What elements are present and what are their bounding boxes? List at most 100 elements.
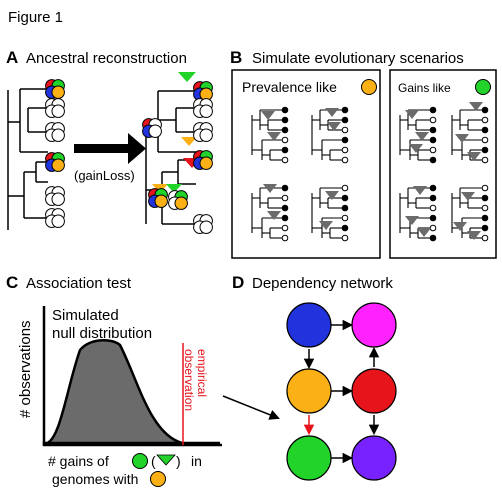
mini-tree-gain-triangle (325, 108, 339, 117)
panel-c-title: Association test (26, 275, 132, 292)
genome-glyph-circle (199, 128, 213, 142)
x-label-line2: genomes with (52, 471, 138, 487)
mini-tree-leaf (481, 214, 489, 222)
orange-genome-icon (361, 79, 377, 95)
mini-tree-leaf (429, 224, 437, 232)
mini-tree-leaf (341, 214, 349, 222)
mini-tree-leaf (429, 136, 437, 144)
genome-glyph-circle (51, 158, 65, 172)
mini-tree-leaf (481, 136, 489, 144)
mini-tree-leaf (341, 194, 349, 202)
mini-tree-leaf (341, 106, 349, 114)
mini-tree-gain-triangle (319, 221, 333, 230)
empirical-label-line2: observation (182, 349, 196, 411)
reconstruction-arrow (74, 133, 146, 164)
mini-tree-leaf (429, 116, 437, 124)
mini-tree-gain-triangle (263, 184, 277, 193)
mini-tree-leaf (481, 116, 489, 124)
gain-triangle-green-bottom (166, 184, 182, 193)
prevalence-label: Prevalence like (242, 79, 337, 95)
panel-b-letter: B (230, 48, 242, 67)
gain-triangle-green (178, 72, 196, 82)
mini-tree-leaf (481, 194, 489, 202)
mini-tree-leaf (429, 146, 437, 154)
mini-tree-leaf (481, 146, 489, 154)
mini-tree-leaf (281, 204, 289, 212)
node-orange (286, 368, 332, 414)
mini-tree-leaf (341, 136, 349, 144)
x-label-part1: # gains of (48, 453, 109, 469)
panel-c: C Association test Simulated null distri… (6, 273, 280, 487)
mini-tree-leaf (481, 234, 489, 242)
genome-glyph-circle (51, 85, 65, 99)
genome-glyph-circle (51, 104, 65, 118)
simulated-trees (251, 102, 489, 242)
genome-glyph-circle (51, 128, 65, 142)
genome-glyph-circle (174, 196, 188, 210)
figure-title: Figure 1 (8, 9, 63, 26)
panel-b: B Simulate evolutionary scenarios Preval… (230, 48, 497, 259)
node-red (351, 368, 397, 414)
panel-d-letter: D (232, 273, 244, 292)
mini-tree-gain-triangle (455, 134, 469, 143)
mini-tree (451, 102, 489, 164)
mini-tree-leaf (429, 106, 437, 114)
genome-glyph-circle (154, 194, 168, 208)
mini-tree-leaf (341, 116, 349, 124)
mini-tree (311, 184, 349, 242)
mini-tree-leaf (281, 234, 289, 242)
mini-tree-gain-triangle (409, 144, 423, 153)
mini-tree-leaf (429, 194, 437, 202)
mini-tree-gain-triangle (461, 192, 475, 201)
c-to-d-arrow (222, 395, 280, 420)
mini-tree-gain-triangle (267, 132, 281, 141)
mini-tree-leaf (281, 156, 289, 164)
panel-a: A Ancestral reconstruction (6, 48, 213, 234)
mini-tree-leaf (341, 204, 349, 212)
null-distribution-curve (42, 339, 183, 446)
curve-label-line1: Simulated (52, 307, 119, 324)
empirical-label-line1: empirical (195, 349, 209, 397)
mini-tree (399, 106, 437, 164)
mini-tree (251, 106, 289, 164)
mini-tree-leaf (341, 234, 349, 242)
x-label-green-gain-icon (156, 454, 176, 466)
panel-a-title: Ancestral reconstruction (26, 50, 187, 67)
mini-tree-gain-triangle (267, 211, 281, 220)
mini-tree-leaf (281, 116, 289, 124)
mini-tree-leaf (281, 106, 289, 114)
gain-triangle-orange-top (181, 137, 197, 146)
panel-d: D Dependency network (232, 273, 397, 481)
mini-tree-gain-triangle (325, 191, 339, 200)
mini-tree-leaf (429, 126, 437, 134)
right-tree (145, 90, 196, 225)
genome-glyph-circle (148, 124, 162, 138)
mini-tree-leaf (481, 106, 489, 114)
mini-tree-gain-triangle (417, 228, 431, 237)
panel-a-letter: A (6, 48, 18, 67)
node-green (286, 435, 332, 481)
mini-tree-leaf (281, 126, 289, 134)
mini-tree-leaf (341, 224, 349, 232)
mini-tree-leaf (281, 184, 289, 192)
mini-tree-leaf (429, 234, 437, 242)
x-label-green-genome-icon (132, 453, 148, 469)
x-label-open-paren: ( (151, 453, 156, 469)
genome-glyph-circle (51, 192, 65, 206)
x-label-in: in (191, 453, 202, 469)
mini-tree-leaf (341, 184, 349, 192)
mini-tree-gain-triangle (415, 132, 429, 141)
mini-tree-gain-triangle (467, 152, 481, 161)
genome-glyph-circle (199, 156, 213, 170)
mini-tree-gain-triangle (327, 122, 341, 131)
mini-tree-gain-triangle (469, 102, 483, 111)
gainloss-label: (gainLoss) (74, 168, 135, 183)
y-axis-label: # observations (17, 320, 34, 418)
panel-d-title: Dependency network (252, 275, 393, 292)
mini-tree-gain-triangle (405, 216, 419, 225)
mini-tree-leaf (429, 156, 437, 164)
mini-tree (399, 184, 437, 242)
node-purple (351, 435, 397, 481)
node-magenta (351, 302, 397, 348)
